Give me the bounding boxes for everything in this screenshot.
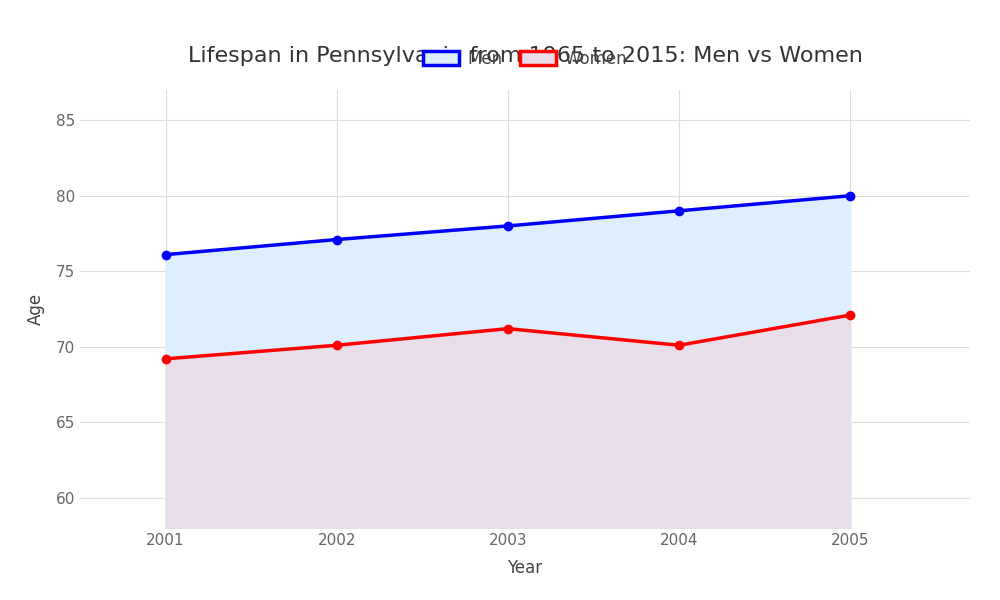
Legend: Men, Women: Men, Women <box>414 41 636 76</box>
Title: Lifespan in Pennsylvania from 1965 to 2015: Men vs Women: Lifespan in Pennsylvania from 1965 to 20… <box>188 46 862 66</box>
Y-axis label: Age: Age <box>27 293 45 325</box>
X-axis label: Year: Year <box>507 559 543 577</box>
